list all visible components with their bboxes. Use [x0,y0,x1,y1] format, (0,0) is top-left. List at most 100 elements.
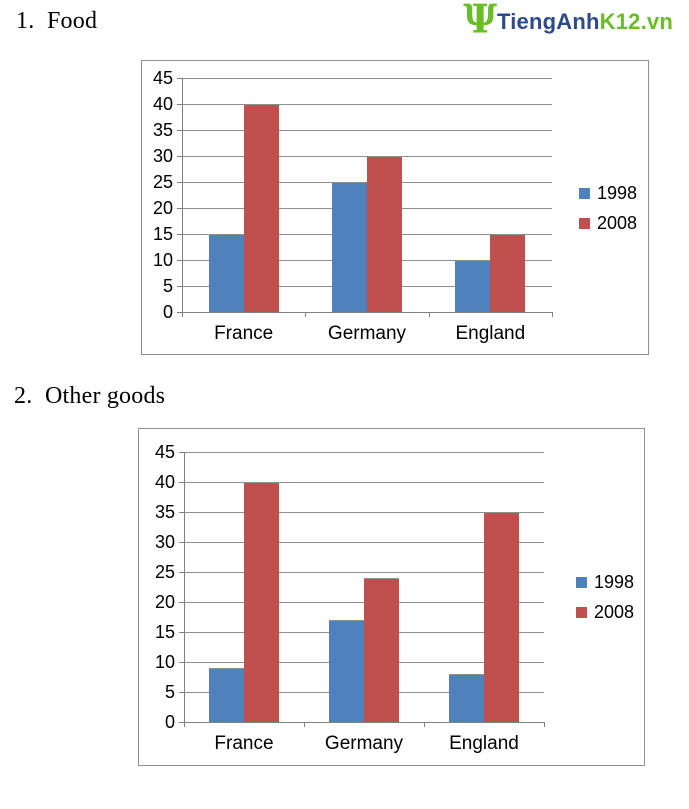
bar-england-1998 [449,674,484,722]
logo-text: TiengAnhK12.vn [497,11,673,33]
section-2-number: 2. [14,383,33,409]
section-1-number: 1. [16,8,35,34]
bar-france-1998 [208,234,244,312]
bar-france-2008 [244,482,279,722]
gridline-40 [184,482,544,483]
x-axis-tick [184,722,185,727]
x-axis-tick [552,312,553,317]
gridline-45 [184,452,544,453]
logo-text-secondary: K12.vn [599,9,673,34]
y-axis-tick-30 [179,542,184,543]
logo-text-primary: TiengAnh [497,9,600,34]
y-tick-label-35: 35 [152,120,173,140]
y-axis-tick-0 [177,312,182,313]
y-tick-label-25: 25 [154,562,175,582]
legend-label-2008: 2008 [597,213,638,233]
bar-germany-1998 [329,620,364,722]
y-axis-tick-35 [179,512,184,513]
y-axis-tick-5 [179,692,184,693]
category-label-germany: Germany [324,733,404,754]
bar-france-2008 [243,104,279,312]
category-label-england: England [455,323,526,344]
section-2-title: Other goods [45,383,166,409]
legend-item-1998: 1998 [576,573,634,591]
y-tick-label-30: 30 [152,146,173,166]
y-axis-tick-20 [179,602,184,603]
x-axis-tick [182,312,183,317]
legend-label-1998: 1998 [597,183,638,203]
y-axis-tick-20 [177,208,182,209]
section-2-heading: 2. Other goods [14,383,165,410]
y-tick-label-0: 0 [164,712,175,732]
y-axis-tick-10 [177,260,182,261]
y-axis-tick-40 [179,482,184,483]
site-logo: Ψ TiengAnhK12.vn [463,0,673,43]
legend-item-1998: 1998 [579,184,637,202]
y-axis-tick-45 [179,452,184,453]
bar-france-1998 [209,668,244,722]
y-tick-label-5: 5 [164,682,175,702]
legend-item-2008: 2008 [579,214,637,232]
bar-chart-food: 0 5 10 15 20 25 30 35 40 45 France Germany England 19… [141,60,649,355]
y-axis-tick-25 [179,572,184,573]
legend-swatch-1998 [576,576,587,588]
y-axis-tick-35 [177,130,182,131]
y-tick-label-35: 35 [154,502,175,522]
y-tick-label-25: 25 [152,172,173,192]
gridline-45 [182,78,552,79]
gridline-35 [182,130,552,131]
y-axis-tick-25 [177,182,182,183]
section-1-title: Food [47,8,98,34]
legend-item-2008: 2008 [576,603,634,621]
y-tick-label-20: 20 [154,592,175,612]
y-tick-label-40: 40 [154,472,175,492]
section-1-heading: 1. Food [16,8,97,35]
psi-plant-logo-icon: Ψ [463,0,497,43]
y-axis-tick-40 [177,104,182,105]
x-axis-tick [424,722,425,727]
legend-swatch-2008 [579,217,590,229]
y-tick-label-15: 15 [152,224,173,244]
y-tick-label-5: 5 [162,276,173,296]
category-label-france: France [214,323,274,344]
x-axis [184,722,544,723]
y-tick-label-20: 20 [152,198,173,218]
bar-chart-other-goods: 0 5 10 15 20 25 30 35 40 45 France Germany England 19… [138,428,645,766]
bar-germany-1998 [332,182,367,312]
y-axis-tick-15 [179,632,184,633]
y-axis [184,452,185,727]
x-axis-tick [428,312,430,317]
bar-england-2008 [490,234,526,312]
legend-label-1998: 1998 [594,572,635,592]
bar-germany-2008 [364,578,399,722]
bar-england-2008 [484,512,519,722]
gridline-25 [184,572,544,573]
y-axis-tick-30 [177,156,182,157]
gridline-40 [182,104,552,105]
x-axis-tick [304,722,305,727]
y-tick-label-15: 15 [154,622,175,642]
y-tick-label-45: 45 [152,68,173,88]
x-axis-tick [544,722,545,727]
legend-swatch-2008 [576,606,587,618]
category-label-france: France [214,733,274,754]
y-axis-tick-10 [179,662,184,663]
y-axis-tick-5 [177,286,182,287]
y-axis-tick-45 [177,78,182,79]
y-tick-label-45: 45 [154,442,175,462]
y-axis-tick-15 [177,234,182,235]
x-axis-tick [305,312,307,317]
y-tick-label-10: 10 [152,250,173,270]
y-tick-label-10: 10 [154,652,175,672]
bar-england-1998 [455,260,491,312]
gridline-35 [184,512,544,513]
y-tick-label-30: 30 [154,532,175,552]
category-label-england: England [449,733,519,754]
y-tick-label-40: 40 [152,94,173,114]
category-label-germany: Germany [327,323,407,344]
y-axis [182,78,183,317]
x-axis [182,312,552,313]
legend-label-2008: 2008 [594,602,635,622]
gridline-30 [184,542,544,543]
